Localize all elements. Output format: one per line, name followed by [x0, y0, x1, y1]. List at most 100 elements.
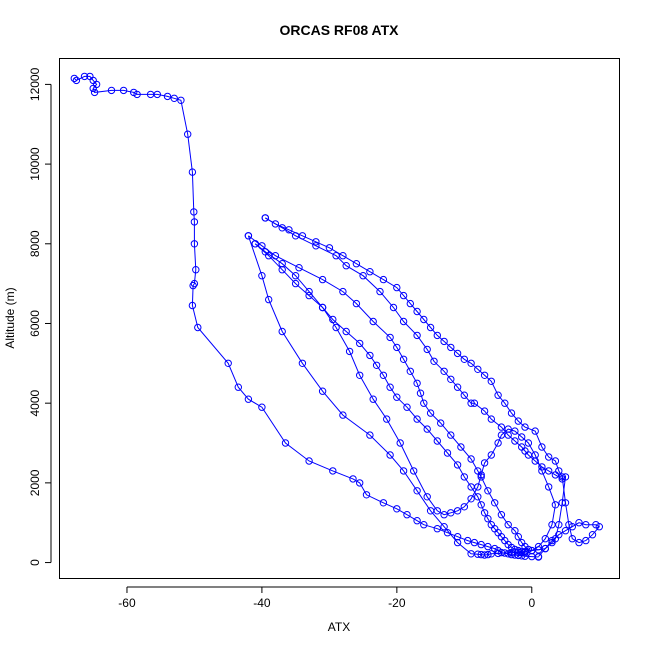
y-tick-label: 12000: [28, 67, 42, 101]
data-point: [497, 431, 506, 439]
data-point: [379, 499, 388, 507]
data-point: [403, 403, 411, 411]
data-point: [474, 493, 482, 501]
data-point: [497, 511, 506, 519]
data-point: [531, 451, 539, 459]
data-point: [318, 387, 327, 395]
data-point: [487, 415, 495, 423]
data-point: [119, 86, 128, 95]
data-point: [497, 423, 506, 431]
data-point: [457, 443, 465, 451]
data-point: [376, 287, 384, 296]
data-point: [453, 533, 462, 541]
data-point: [278, 266, 286, 274]
data-point: [548, 521, 556, 529]
data-point: [90, 88, 99, 97]
data-point: [312, 242, 320, 250]
data-point: [511, 437, 519, 445]
series-line-2: [265, 217, 601, 557]
data-point: [426, 323, 435, 332]
data-point: [477, 471, 485, 479]
y-tick-label: 8000: [28, 230, 42, 257]
data-point: [291, 272, 300, 280]
x-tick-label: -40: [253, 596, 271, 610]
data-point: [356, 371, 364, 379]
data-point: [440, 511, 448, 519]
data-point: [453, 507, 462, 515]
data-point: [410, 467, 418, 475]
data-point: [332, 323, 340, 332]
data-point: [177, 96, 185, 105]
data-point: [170, 94, 178, 103]
data-point: [528, 546, 536, 555]
data-point: [413, 331, 421, 340]
data-point: [258, 272, 266, 280]
series-line-3: [247, 217, 567, 556]
data-point: [480, 509, 489, 517]
data-point: [393, 505, 401, 513]
data-point: [538, 443, 546, 451]
data-point: [420, 315, 428, 324]
data-point: [588, 531, 597, 539]
data-point: [318, 303, 327, 312]
data-point: [342, 262, 350, 270]
data-point: [464, 536, 472, 545]
data-point: [487, 377, 495, 385]
data-point: [278, 224, 286, 232]
data-point: [470, 538, 479, 547]
data-point: [349, 475, 357, 483]
data-point: [72, 76, 81, 85]
data-point: [453, 538, 462, 547]
data-point: [548, 538, 556, 547]
data-point: [80, 72, 89, 81]
data-point: [192, 266, 200, 274]
data-point: [433, 437, 441, 445]
data-point: [352, 299, 361, 308]
data-point: [511, 427, 519, 435]
data-point: [524, 439, 533, 447]
data-point: [467, 495, 475, 503]
data-point: [389, 303, 398, 312]
data-point: [89, 84, 97, 93]
data-point: [430, 357, 438, 365]
data-point: [423, 345, 431, 354]
data-point: [440, 367, 448, 375]
data-point: [356, 339, 364, 348]
data-point: [534, 542, 543, 551]
y-tick-label: 0: [28, 559, 42, 566]
data-point: [426, 409, 435, 417]
data-point: [383, 415, 391, 423]
data-point: [494, 391, 502, 399]
data-point: [511, 545, 519, 554]
data-point: [281, 439, 290, 447]
data-point: [189, 281, 197, 290]
data-point: [551, 471, 560, 479]
data-point: [244, 232, 253, 240]
data-point: [190, 279, 199, 288]
data-point: [339, 287, 347, 296]
data-point: [518, 433, 526, 441]
data-point: [403, 511, 411, 519]
y-axis: 0 2000 4000 6000 8000 10000 12000: [28, 67, 52, 566]
data-point: [460, 503, 468, 511]
data-point: [575, 519, 583, 527]
data-point: [339, 411, 347, 419]
data-point: [291, 279, 300, 288]
data-point: [545, 453, 553, 461]
data-point: [251, 240, 259, 248]
data-point: [399, 467, 408, 475]
data-point: [406, 367, 414, 375]
data-point: [480, 407, 489, 415]
data-point: [460, 473, 468, 481]
plot-area-border: [59, 58, 620, 579]
data-point: [423, 425, 431, 433]
data-point: [194, 323, 202, 332]
data-point: [352, 260, 361, 268]
data-point: [453, 349, 462, 358]
data-point: [386, 383, 394, 391]
data-point: [433, 507, 441, 515]
data-point: [416, 389, 425, 397]
data-point: [70, 74, 79, 83]
data-point: [329, 467, 337, 475]
data-point: [440, 337, 448, 346]
